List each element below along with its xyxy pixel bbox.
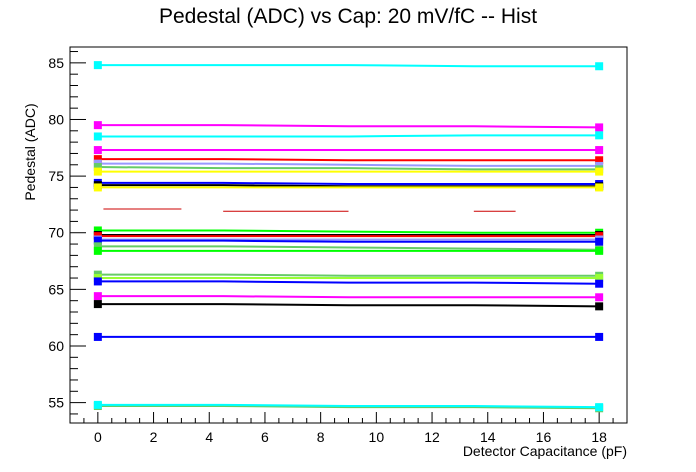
- data-point: [595, 293, 604, 302]
- x-tick-label: 14: [480, 429, 496, 445]
- data-point: [93, 167, 102, 176]
- data-point: [595, 302, 604, 311]
- data-point: [595, 146, 604, 155]
- data-point: [93, 242, 102, 251]
- series-line: [97, 124, 600, 129]
- y-tick-label: 60: [48, 338, 64, 354]
- series-line: [97, 280, 600, 285]
- series-line: [97, 229, 600, 234]
- series-line: [97, 162, 600, 167]
- data-point: [93, 226, 102, 235]
- series-line: [97, 166, 600, 171]
- series-line: [97, 158, 600, 162]
- series-line: [97, 245, 600, 251]
- x-tick-label: 2: [150, 429, 158, 445]
- y-tick-label: 75: [48, 168, 64, 184]
- data-point: [595, 183, 604, 192]
- x-axis: 0 2 4 6 8 10 12 14 16 18: [83, 412, 614, 445]
- data-point: [93, 146, 102, 155]
- series-line: [97, 184, 600, 188]
- x-tick-label: 16: [536, 429, 552, 445]
- data-point: [93, 332, 102, 341]
- y-tick-label: 80: [48, 111, 64, 127]
- data-point: [93, 277, 102, 286]
- x-tick-label: 18: [591, 429, 607, 445]
- x-tick-label: 0: [94, 429, 102, 445]
- data-point: [93, 292, 102, 301]
- chart-title: Pedestal (ADC) vs Cap: 20 mV/fC -- Hist: [159, 5, 537, 28]
- series-line: [97, 303, 600, 308]
- data-point: [93, 400, 102, 409]
- data-point: [595, 131, 604, 140]
- data-point: [93, 236, 102, 245]
- x-tick-label: 4: [205, 429, 213, 445]
- series-layer: [93, 61, 604, 413]
- x-tick-label: 10: [369, 429, 385, 445]
- data-point: [595, 279, 604, 288]
- data-point: [93, 163, 102, 172]
- data-point: [595, 62, 604, 71]
- series-line: [97, 405, 600, 410]
- data-point: [595, 156, 604, 165]
- y-tick-label: 65: [48, 281, 64, 297]
- fragment-layer: [103, 208, 516, 212]
- series-line: [97, 181, 600, 186]
- data-point: [93, 61, 102, 70]
- data-point: [595, 167, 604, 176]
- series-line: [97, 295, 600, 299]
- y-axis-label: Pedestal (ADC): [22, 103, 38, 200]
- x-tick-label: 12: [424, 429, 440, 445]
- data-point: [595, 274, 604, 283]
- y-tick-label: 85: [48, 55, 64, 71]
- data-point: [93, 155, 102, 164]
- series-line: [97, 239, 600, 243]
- series-line: [97, 273, 600, 277]
- data-point: [595, 403, 604, 412]
- data-point: [93, 132, 102, 141]
- data-point: [93, 121, 102, 130]
- data-point: [595, 237, 604, 246]
- series-line: [97, 403, 600, 409]
- data-point: [93, 183, 102, 192]
- y-axis: 55 60 65 70 75 80 85: [48, 51, 86, 415]
- series-line: [97, 134, 600, 138]
- data-point: [595, 332, 604, 341]
- data-point: [93, 300, 102, 309]
- data-point: [93, 246, 102, 255]
- series-line: [97, 64, 600, 68]
- x-axis-label: Detector Capacitance (pF): [463, 443, 627, 459]
- x-tick-label: 6: [261, 429, 269, 445]
- y-tick-label: 70: [48, 225, 64, 241]
- data-point: [595, 123, 604, 132]
- y-tick-label: 55: [48, 395, 64, 411]
- x-tick-label: 8: [317, 429, 325, 445]
- data-point: [595, 246, 604, 255]
